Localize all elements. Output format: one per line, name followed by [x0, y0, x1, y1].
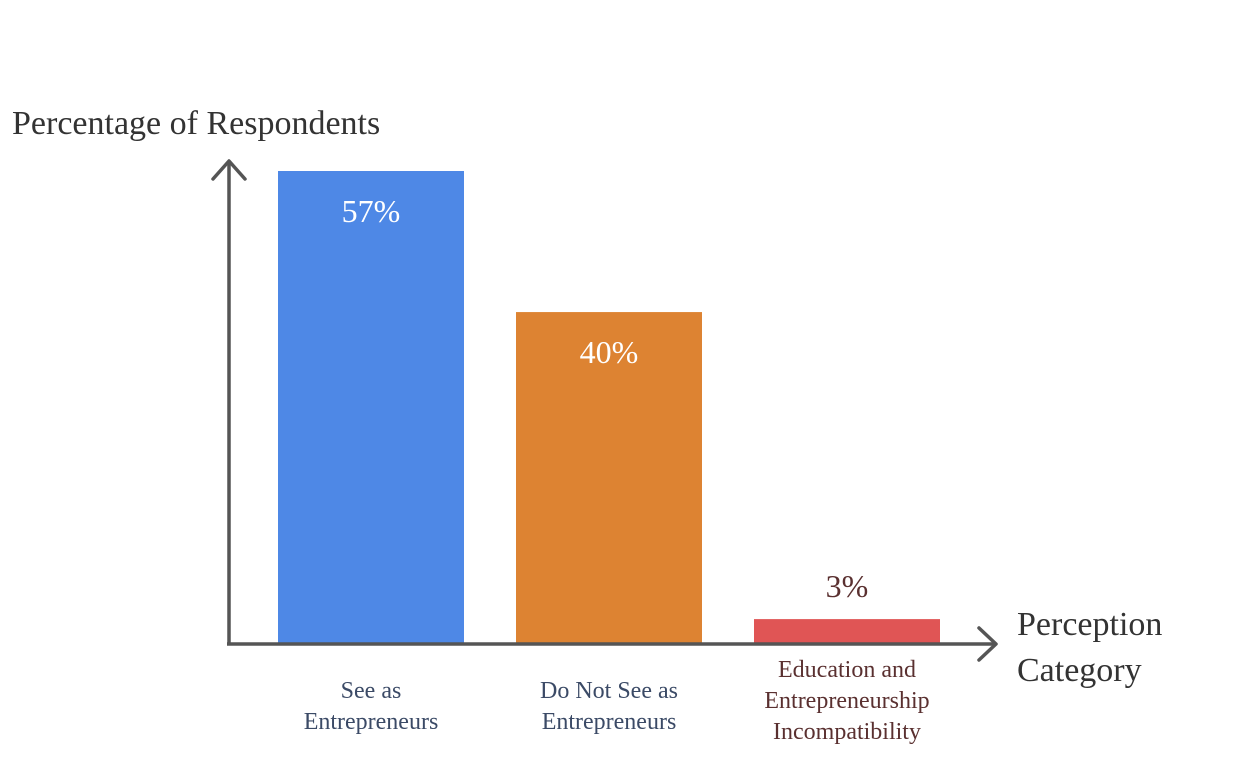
y-axis-arrow-icon — [211, 159, 247, 181]
x-axis-label-line-2: Category — [1017, 652, 1142, 689]
bar-value-label-3: 3% — [826, 568, 869, 604]
bar-1 — [278, 171, 464, 644]
x-axis-label: Perception Category — [1017, 606, 1162, 689]
category-label-2-line-1: Do Not See as — [540, 678, 678, 704]
x-axis-label-line-1: Perception — [1017, 606, 1162, 643]
category-labels-group: See as Entrepreneurs Do Not See as Entrepre… — [304, 657, 930, 745]
y-axis-label: Percentage of Respondents — [12, 105, 380, 142]
category-label-1-line-2: Entrepreneurs — [304, 709, 439, 735]
x-axis-arrow-icon — [977, 626, 998, 662]
category-label-2-line-2: Entrepreneurs — [542, 709, 677, 735]
axes — [211, 159, 998, 662]
value-labels-group: 57% 40% 3% — [342, 193, 869, 604]
category-label-3-line-1: Education and — [778, 657, 916, 683]
bar-value-label-2: 40% — [580, 334, 639, 370]
category-label-3-line-3: Incompatibility — [773, 719, 921, 745]
bar-2 — [516, 312, 702, 644]
category-label-3-line-2: Entrepreneurship — [764, 688, 929, 714]
bar-3 — [754, 619, 940, 644]
bar-value-label-1: 57% — [342, 193, 401, 229]
bars-group — [278, 171, 940, 644]
category-label-1-line-1: See as — [341, 678, 402, 704]
